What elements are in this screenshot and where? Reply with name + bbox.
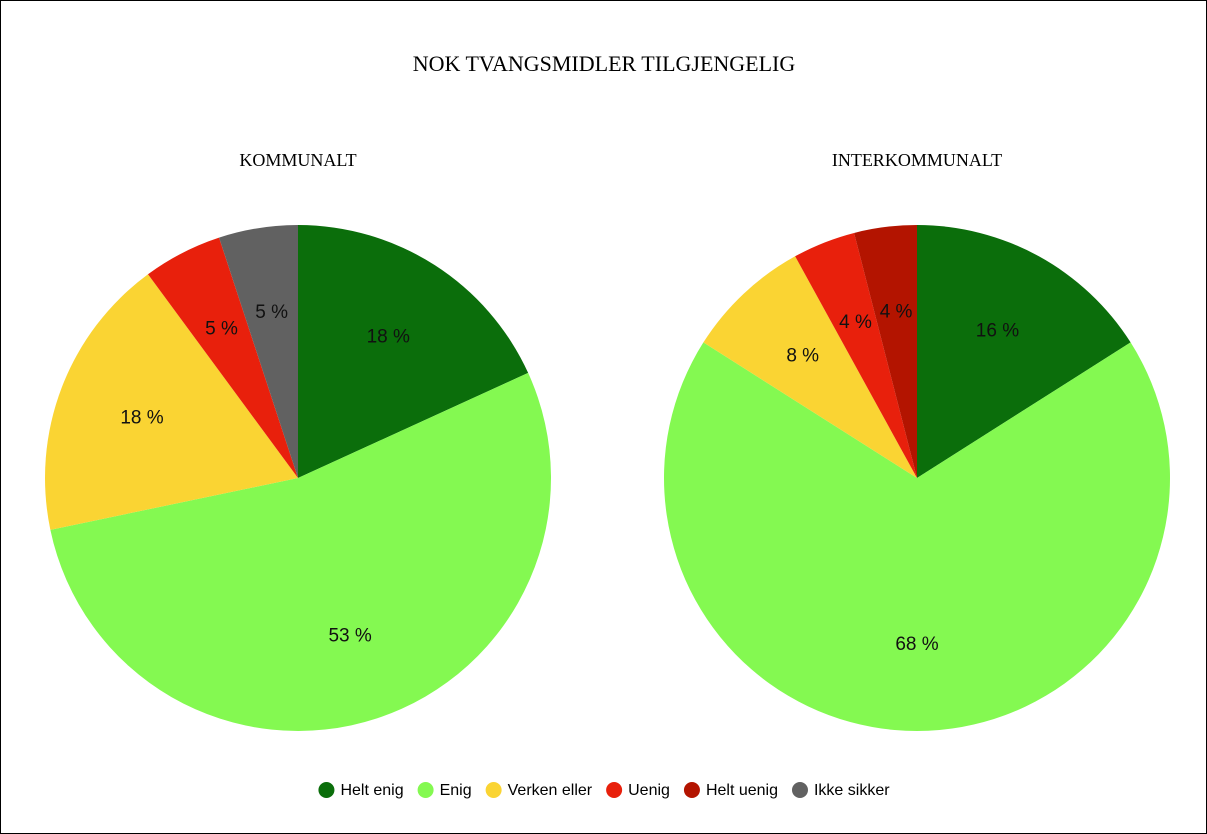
- legend-label: Verken eller: [508, 782, 593, 799]
- legend-marker: [485, 782, 502, 798]
- pie-slice: [917, 225, 1131, 478]
- pie-slice: [854, 225, 917, 478]
- slice-label: 4 %: [839, 312, 872, 333]
- legend-marker: [683, 782, 700, 798]
- pie-title: KOMMUNALT: [239, 150, 356, 170]
- pie-slice: [703, 256, 917, 478]
- slice-label: 5 %: [255, 302, 288, 323]
- pie-slice: [147, 237, 298, 478]
- slice-label: 68 %: [895, 634, 938, 655]
- legend-label: Enig: [440, 782, 472, 799]
- legend-label: Helt enig: [340, 782, 403, 799]
- legend-marker: [791, 782, 808, 798]
- pie-slice: [298, 225, 529, 478]
- legend-label: Helt uenig: [706, 782, 778, 799]
- legend-label: Ikke sikker: [814, 782, 890, 799]
- pie-slice: [50, 372, 552, 731]
- pie-slice: [219, 225, 298, 478]
- slice-label: 4 %: [880, 301, 913, 322]
- pie-slice: [664, 342, 1170, 731]
- pie-slice: [45, 274, 298, 530]
- slice-label: 16 %: [976, 321, 1019, 342]
- slice-label: 5 %: [205, 319, 238, 340]
- slice-label: 8 %: [786, 345, 819, 366]
- legend-marker: [606, 782, 623, 798]
- chart-title: NOK TVANGSMIDLER TILGJENGELIG: [413, 51, 796, 76]
- pie-slice: [795, 232, 917, 478]
- slice-label: 18 %: [367, 327, 410, 348]
- legend-marker: [417, 782, 434, 798]
- slice-label: 18 %: [120, 407, 163, 428]
- legend-label: Uenig: [628, 782, 670, 799]
- legend-marker: [318, 782, 335, 798]
- pie-title: INTERKOMMUNALT: [832, 150, 1002, 170]
- slice-label: 53 %: [328, 626, 371, 647]
